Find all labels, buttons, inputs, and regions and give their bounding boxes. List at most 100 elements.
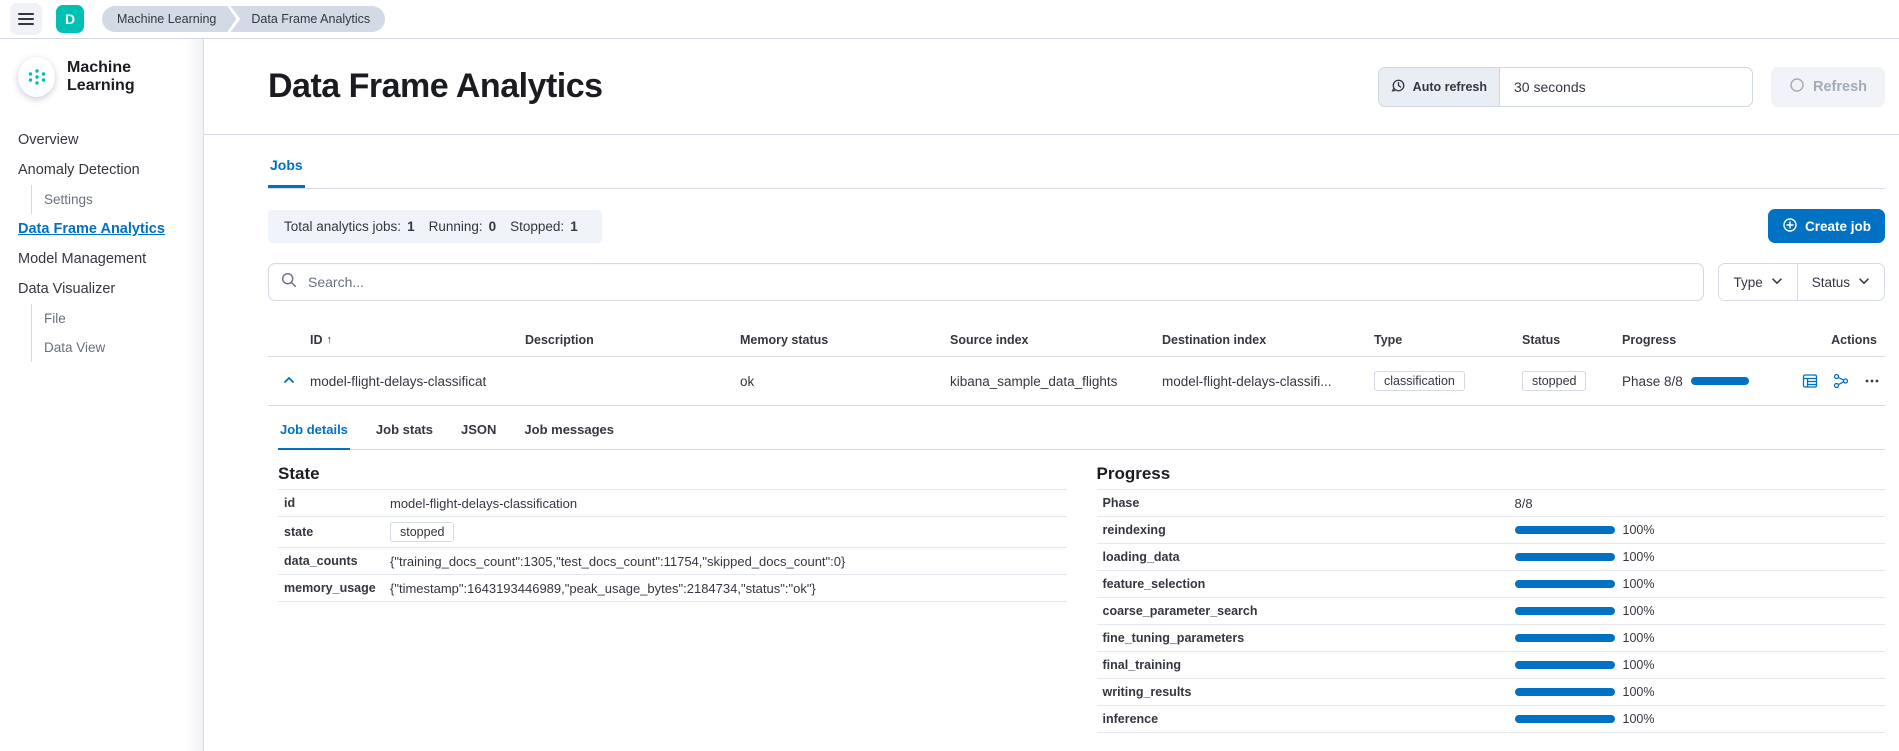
column-header-description[interactable]: Description (525, 332, 594, 347)
top-bar: D Machine Learning Data Frame Analytics (0, 0, 1899, 39)
progress-row-inference: inference 100% (1096, 705, 1885, 733)
refresh-label: Refresh (1813, 78, 1867, 95)
column-header-id[interactable]: ID ↑ (310, 332, 333, 347)
progress-row-reindexing: reindexing 100% (1096, 516, 1885, 544)
type-filter-button[interactable]: Type (1719, 264, 1797, 300)
state-id-value: model-flight-delays-classification (390, 495, 578, 511)
auto-refresh-label: Auto refresh (1412, 79, 1487, 94)
page-title: Data Frame Analytics (268, 67, 603, 105)
auto-refresh-interval[interactable]: 30 seconds (1514, 78, 1586, 95)
tab-jobs[interactable]: Jobs (268, 157, 305, 188)
sidebar-header: Machine Learning (18, 57, 193, 97)
column-header-actions: Actions (1831, 332, 1877, 347)
total-jobs-value: 1 (407, 218, 415, 234)
progress-row-feature-selection: feature_selection 100% (1096, 570, 1885, 598)
progress-row-writing-results: writing_results 100% (1096, 678, 1885, 706)
column-header-destination-index[interactable]: Destination index (1162, 332, 1267, 347)
job-id-cell: model-flight-delays-classificat (310, 373, 487, 389)
job-actions-cell (1802, 373, 1890, 389)
ellipsis-icon[interactable] (1864, 373, 1880, 389)
chevron-down-icon (1771, 275, 1783, 290)
refresh-circle-icon (1789, 77, 1805, 97)
progress-bar (1514, 553, 1615, 561)
tab-job-details[interactable]: Job details (278, 414, 350, 450)
progress-bar (1514, 688, 1615, 696)
search-input[interactable] (306, 273, 1692, 291)
breadcrumb: Machine Learning Data Frame Analytics (102, 6, 386, 32)
progress-section: Progress Phase 8/8 reindexing 100% (1096, 454, 1885, 733)
job-details-tabs: Job details Job stats JSON Job messages (278, 414, 1885, 450)
collapse-row-button[interactable] (268, 372, 310, 391)
tab-job-messages[interactable]: Job messages (524, 422, 615, 437)
job-type-badge: classification (1374, 371, 1465, 391)
sidebar-item-overview[interactable]: Overview (18, 132, 79, 148)
column-header-type[interactable]: Type (1374, 332, 1403, 347)
sidebar-item-settings[interactable]: Settings (31, 185, 193, 214)
sidebar-item-data-visualizer[interactable]: Data Visualizer (18, 281, 116, 297)
sidebar-item-model-management[interactable]: Model Management (18, 251, 147, 267)
state-badge: stopped (390, 522, 455, 542)
filter-group: Type Status (1718, 263, 1885, 301)
auto-refresh-toggle[interactable]: Auto refresh (1378, 67, 1500, 106)
status-filter-button[interactable]: Status (1796, 264, 1884, 300)
column-header-status[interactable]: Status (1522, 332, 1561, 347)
progress-bar (1514, 634, 1615, 642)
create-job-button[interactable]: Create job (1767, 209, 1885, 243)
memory-usage-value: {"timestamp":1643193446989,"peak_usage_b… (390, 580, 816, 596)
sidebar-item-anomaly-detection[interactable]: Anomaly Detection (18, 162, 140, 178)
breadcrumb-data-frame-analytics[interactable]: Data Frame Analytics (230, 6, 386, 32)
analytics-map-icon[interactable] (1833, 373, 1849, 389)
sidebar-item-file[interactable]: File (31, 304, 193, 333)
column-header-progress[interactable]: Progress (1622, 332, 1677, 347)
stopped-jobs-label: Stopped: (510, 218, 565, 234)
state-row-memory-usage: memory_usage {"timestamp":1643193446989,… (278, 574, 1067, 602)
total-jobs-label: Total analytics jobs: (284, 218, 402, 234)
progress-row-loading-data: loading_data 100% (1096, 543, 1885, 571)
state-section: State id model-flight-delays-classificat… (278, 454, 1067, 733)
arrow-up-icon: ↑ (326, 333, 333, 346)
job-progress-label: Phase 8/8 (1622, 373, 1683, 389)
space-badge[interactable]: D (56, 5, 84, 33)
column-header-source-index[interactable]: Source index (950, 332, 1029, 347)
page-header: Data Frame Analytics Auto refresh 30 sec… (204, 39, 1899, 135)
progress-bar (1514, 661, 1615, 669)
jobs-table-header: ID ↑ Description Memory status Source in… (268, 323, 1885, 357)
main-content: Data Frame Analytics Auto refresh 30 sec… (204, 39, 1899, 751)
state-row-state: state stopped (278, 516, 1067, 548)
sidebar-title: Machine Learning (67, 59, 135, 94)
progress-bar (1514, 526, 1615, 534)
state-row-id: id model-flight-delays-classification (278, 489, 1067, 517)
machine-learning-app-icon (18, 57, 56, 97)
job-destination-index-cell: model-flight-delays-classifi... (1162, 373, 1332, 389)
running-jobs-value: 0 (488, 218, 497, 234)
ml-sidebar: Machine Learning Overview Anomaly Detect… (0, 39, 204, 751)
table-view-icon[interactable] (1802, 373, 1818, 389)
plus-in-circle-icon (1782, 217, 1798, 236)
progress-row-fine-tuning-parameters: fine_tuning_parameters 100% (1096, 624, 1885, 652)
progress-bar (1514, 715, 1615, 723)
phase-value: 8/8 (1514, 495, 1533, 511)
progress-bar (1514, 607, 1615, 615)
chevron-down-icon (1858, 275, 1870, 290)
refresh-button[interactable]: Refresh (1771, 66, 1885, 107)
job-status-badge: stopped (1522, 371, 1587, 391)
state-heading: State (278, 464, 320, 483)
sidebar-item-data-view[interactable]: Data View (31, 333, 193, 362)
progress-row-coarse-parameter-search: coarse_parameter_search 100% (1096, 597, 1885, 625)
column-header-memory-status[interactable]: Memory status (740, 332, 829, 347)
tab-json[interactable]: JSON (461, 422, 497, 437)
job-source-index-cell: kibana_sample_data_flights (950, 373, 1118, 389)
stopped-jobs-value: 1 (570, 218, 578, 234)
sidebar-nav: Overview Anomaly Detection Settings Data… (18, 125, 193, 362)
tab-job-stats[interactable]: Job stats (375, 422, 433, 437)
type-filter-label: Type (1733, 274, 1763, 290)
page-tabs: Jobs (268, 157, 1885, 189)
running-jobs-label: Running: (428, 218, 483, 234)
search-icon (281, 272, 297, 293)
sidebar-item-data-frame-analytics[interactable]: Data Frame Analytics (18, 221, 165, 237)
progress-row-final-training: final_training 100% (1096, 651, 1885, 679)
breadcrumb-machine-learning[interactable]: Machine Learning (102, 6, 236, 32)
search-box (268, 263, 1705, 301)
auto-refresh-control: Auto refresh 30 seconds (1377, 66, 1753, 107)
menu-icon[interactable] (10, 3, 42, 35)
